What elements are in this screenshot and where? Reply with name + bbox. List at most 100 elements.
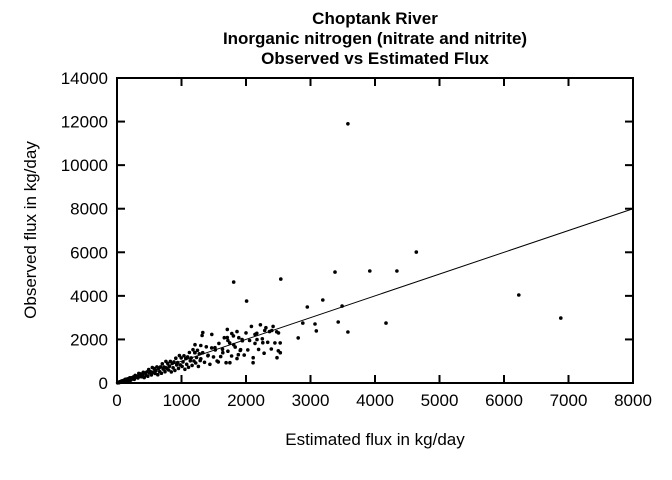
scatter-point bbox=[269, 347, 274, 351]
x-tick-label: 1000 bbox=[163, 391, 201, 410]
scatter-point bbox=[271, 324, 275, 329]
scatter-point bbox=[180, 364, 184, 369]
scatter-point bbox=[179, 356, 183, 360]
scatter-point bbox=[195, 348, 200, 353]
scatter-point bbox=[226, 338, 230, 343]
scatter-point bbox=[174, 356, 178, 361]
scatter-point bbox=[226, 349, 230, 354]
scatter-point bbox=[206, 354, 210, 358]
scatter-point bbox=[230, 331, 234, 336]
x-tick-label: 0 bbox=[112, 391, 121, 410]
scatter-point bbox=[183, 367, 187, 372]
scatter-point bbox=[191, 347, 195, 352]
scatter-point bbox=[242, 353, 246, 357]
scatter-point bbox=[193, 350, 197, 355]
chart-title-line-1: Choptank River bbox=[312, 9, 438, 28]
scatter-point bbox=[251, 360, 255, 365]
scatter-point bbox=[238, 348, 242, 353]
scatter-point bbox=[244, 331, 248, 335]
scatter-point bbox=[346, 330, 350, 334]
y-tick-label: 6000 bbox=[70, 243, 108, 262]
scatter-point bbox=[166, 368, 171, 372]
y-tick-label: 8000 bbox=[70, 200, 108, 219]
scatter-point bbox=[384, 321, 388, 325]
scatter-point bbox=[200, 333, 204, 338]
scatter-point bbox=[224, 360, 228, 365]
scatter-point bbox=[172, 360, 176, 364]
scatter-point bbox=[235, 329, 239, 334]
x-tick-label: 2000 bbox=[227, 391, 265, 410]
scatter-point bbox=[346, 122, 350, 126]
scatter-point bbox=[210, 332, 214, 337]
scatter-point bbox=[156, 372, 160, 377]
scatter-point bbox=[368, 269, 372, 273]
scatter-point bbox=[244, 299, 249, 303]
scatter-point bbox=[235, 356, 239, 361]
scatter-point bbox=[237, 335, 241, 340]
y-tick-label: 0 bbox=[99, 374, 108, 393]
scatter-point bbox=[185, 355, 190, 359]
scatter-point bbox=[249, 324, 254, 329]
x-tick-label: 7000 bbox=[550, 391, 588, 410]
identity-line bbox=[116, 208, 634, 384]
scatter-point bbox=[246, 348, 250, 352]
scatter-point bbox=[262, 351, 266, 356]
scatter-point bbox=[186, 365, 191, 370]
plot-border bbox=[116, 77, 634, 384]
scatter-point bbox=[262, 328, 267, 333]
scatter-point bbox=[221, 350, 225, 355]
scatter-point bbox=[265, 340, 270, 345]
scatter-point bbox=[517, 293, 521, 297]
scatter-points bbox=[115, 122, 563, 385]
scatter-point bbox=[559, 316, 563, 320]
scatter-point bbox=[202, 360, 207, 365]
scatter-point bbox=[414, 250, 419, 254]
scatter-point bbox=[187, 350, 192, 355]
scatter-point bbox=[301, 321, 305, 325]
x-tick-label: 6000 bbox=[485, 391, 523, 410]
scatter-point bbox=[208, 362, 212, 367]
scatter-point bbox=[276, 349, 281, 353]
scatter-point bbox=[220, 347, 225, 352]
y-tick-label: 4000 bbox=[70, 287, 108, 306]
y-tick-label: 10000 bbox=[61, 156, 108, 175]
scatter-point bbox=[253, 332, 257, 337]
chart-title-line-3: Observed vs Estimated Flux bbox=[261, 49, 489, 68]
scatter-point bbox=[273, 341, 277, 345]
x-tick-label: 8000 bbox=[614, 391, 652, 410]
scatter-point bbox=[204, 345, 209, 349]
chart-title: Choptank River Inorganic nitrogen (nitra… bbox=[223, 9, 527, 68]
y-tick-label: 12000 bbox=[61, 113, 108, 132]
scatter-point bbox=[305, 305, 310, 309]
scatter-point bbox=[153, 371, 157, 376]
scatter-point bbox=[321, 298, 325, 302]
scatter-point bbox=[247, 338, 252, 343]
scatter-point bbox=[222, 335, 227, 340]
scatter-point bbox=[225, 335, 230, 340]
scatter-point bbox=[176, 366, 181, 371]
x-tick-label: 5000 bbox=[421, 391, 459, 410]
scatter-point bbox=[217, 341, 221, 346]
scatter-point bbox=[213, 345, 217, 350]
scatter-point bbox=[211, 355, 216, 359]
scatter-point bbox=[199, 357, 203, 361]
scatter-point bbox=[336, 320, 341, 324]
scatter-point bbox=[313, 322, 317, 326]
scatter-point bbox=[173, 368, 177, 373]
scatter-point bbox=[253, 341, 257, 346]
scatter-point bbox=[225, 327, 230, 332]
scatter-point bbox=[276, 331, 281, 335]
scatter-point bbox=[196, 364, 201, 369]
scatter-point bbox=[193, 361, 198, 365]
scatter-point bbox=[296, 336, 301, 340]
scatter-point bbox=[395, 269, 399, 273]
scatter-point bbox=[333, 270, 337, 274]
y-tick-label: 2000 bbox=[70, 330, 108, 349]
scatter-point bbox=[190, 363, 194, 368]
scatter-point bbox=[229, 354, 234, 358]
one-to-one-line bbox=[116, 208, 634, 384]
scatter-point bbox=[146, 374, 150, 379]
y-axis-label: Observed flux in kg/day bbox=[21, 141, 40, 319]
